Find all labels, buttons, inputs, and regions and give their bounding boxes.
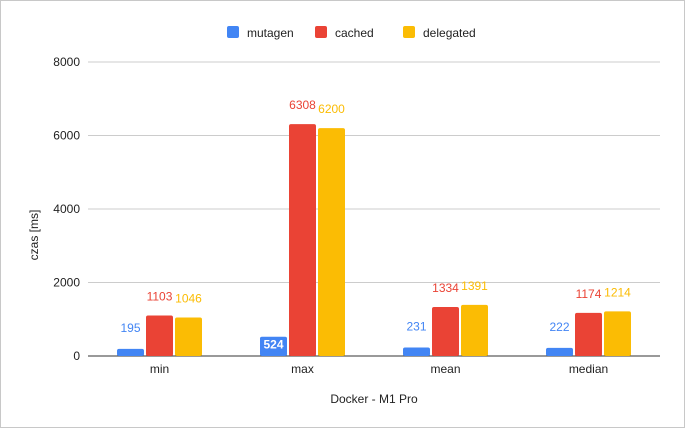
bar-cached-mean [432,306,459,356]
y-axis-ticks: 0 2000 4000 6000 8000 [53,55,80,363]
bar-delegated-mean [461,304,488,356]
data-label: 1391 [461,279,488,293]
legend-item-delegated[interactable]: delegated [403,26,476,40]
bar-cached-max [289,124,316,356]
y-tick-label: 2000 [53,276,80,290]
legend-swatch [315,26,327,38]
data-label: 1103 [147,289,173,303]
x-tick-label: max [291,362,314,376]
x-axis-label: Docker - M1 Pro [330,392,418,406]
legend-item-cached[interactable]: cached [315,26,374,40]
data-label: 195 [120,321,140,335]
legend: mutagen cached delegated [227,26,476,40]
bar-cached-median [575,312,602,356]
y-tick-label: 8000 [53,55,80,69]
x-tick-label: median [569,362,608,376]
y-axis-label: czas [ms] [27,210,41,261]
data-label: 231 [406,320,426,334]
legend-label: delegated [423,26,476,40]
data-labels: 195 1103 1046 524 6308 6200 231 1334 1391 222 1174… [120,98,631,352]
y-tick-label: 4000 [53,202,80,216]
legend-swatch [227,26,239,38]
legend-item-mutagen[interactable]: mutagen [227,26,294,40]
bar-cached-min [146,315,173,356]
x-tick-label: min [150,362,169,376]
legend-label: cached [335,26,374,40]
data-label-background [260,337,287,352]
data-label: 1046 [175,292,202,306]
bar-delegated-median [604,311,631,356]
bar-mutagen-median [546,347,573,356]
bar-mutagen-mean [403,347,430,356]
bar-delegated-min [175,317,202,356]
legend-label: mutagen [247,26,294,40]
y-tick-label: 6000 [53,129,80,143]
data-label: 524 [263,338,283,352]
legend-swatch [403,26,415,38]
y-tick-label: 0 [73,349,80,363]
data-label: 222 [549,320,569,334]
x-tick-label: mean [430,362,460,376]
data-label: 1334 [432,281,459,295]
data-label: 6308 [289,98,316,112]
bar-mutagen-min [117,348,144,356]
gridlines [88,61,660,357]
data-label: 1174 [576,287,602,301]
data-label: 1214 [604,285,631,299]
data-label: 6200 [318,102,345,116]
bar-delegated-max [318,128,345,356]
x-axis-ticks: min max mean median [150,362,608,376]
